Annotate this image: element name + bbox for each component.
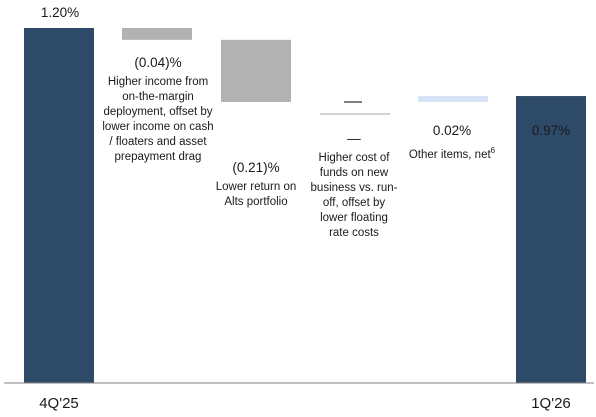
value-label-text: (0.21)%	[232, 160, 280, 175]
waterfall-bar-2	[221, 39, 291, 102]
value-label-text: 0.97%	[531, 123, 571, 138]
waterfall-bar-0	[24, 28, 94, 383]
description-text: Higher income from on-the-margin deploym…	[102, 76, 214, 163]
description-text: Higher cost of funds on new business vs.…	[310, 152, 398, 239]
category-label-5: 1Q'26	[531, 395, 571, 412]
value-label-text: 0.02%	[432, 123, 472, 138]
footnote-marker: 6	[490, 146, 496, 155]
step-annotation-cost-of-funds: — Higher cost of funds on new business v…	[310, 130, 398, 241]
category-label-0: 4Q'25	[39, 395, 79, 412]
waterfall-bar-1	[122, 28, 192, 40]
waterfall-bar-4	[418, 96, 488, 102]
step-annotation-on-the-margin: (0.04)% Higher income from on-the-margin…	[100, 54, 216, 165]
step-annotation-other-items: 0.02% Other items, net6	[396, 122, 508, 163]
value-label-1q26: 0.97%	[498, 122, 596, 143]
bars-group	[24, 28, 586, 384]
description-text: Other items, net	[408, 148, 491, 161]
category-labels: 4Q'25 1Q'26	[39, 395, 571, 412]
value-label-text: —	[347, 131, 361, 146]
value-label-text: (0.04)%	[134, 55, 182, 70]
step-annotation-alts: (0.21)% Lower return on Alts portfolio	[208, 159, 304, 210]
value-label-text: 1.20%	[40, 5, 80, 20]
waterfall-bar-5	[516, 96, 586, 384]
value-label-4q25: 1.20%	[10, 4, 110, 25]
description-text: Lower return on Alts portfolio	[215, 181, 297, 208]
